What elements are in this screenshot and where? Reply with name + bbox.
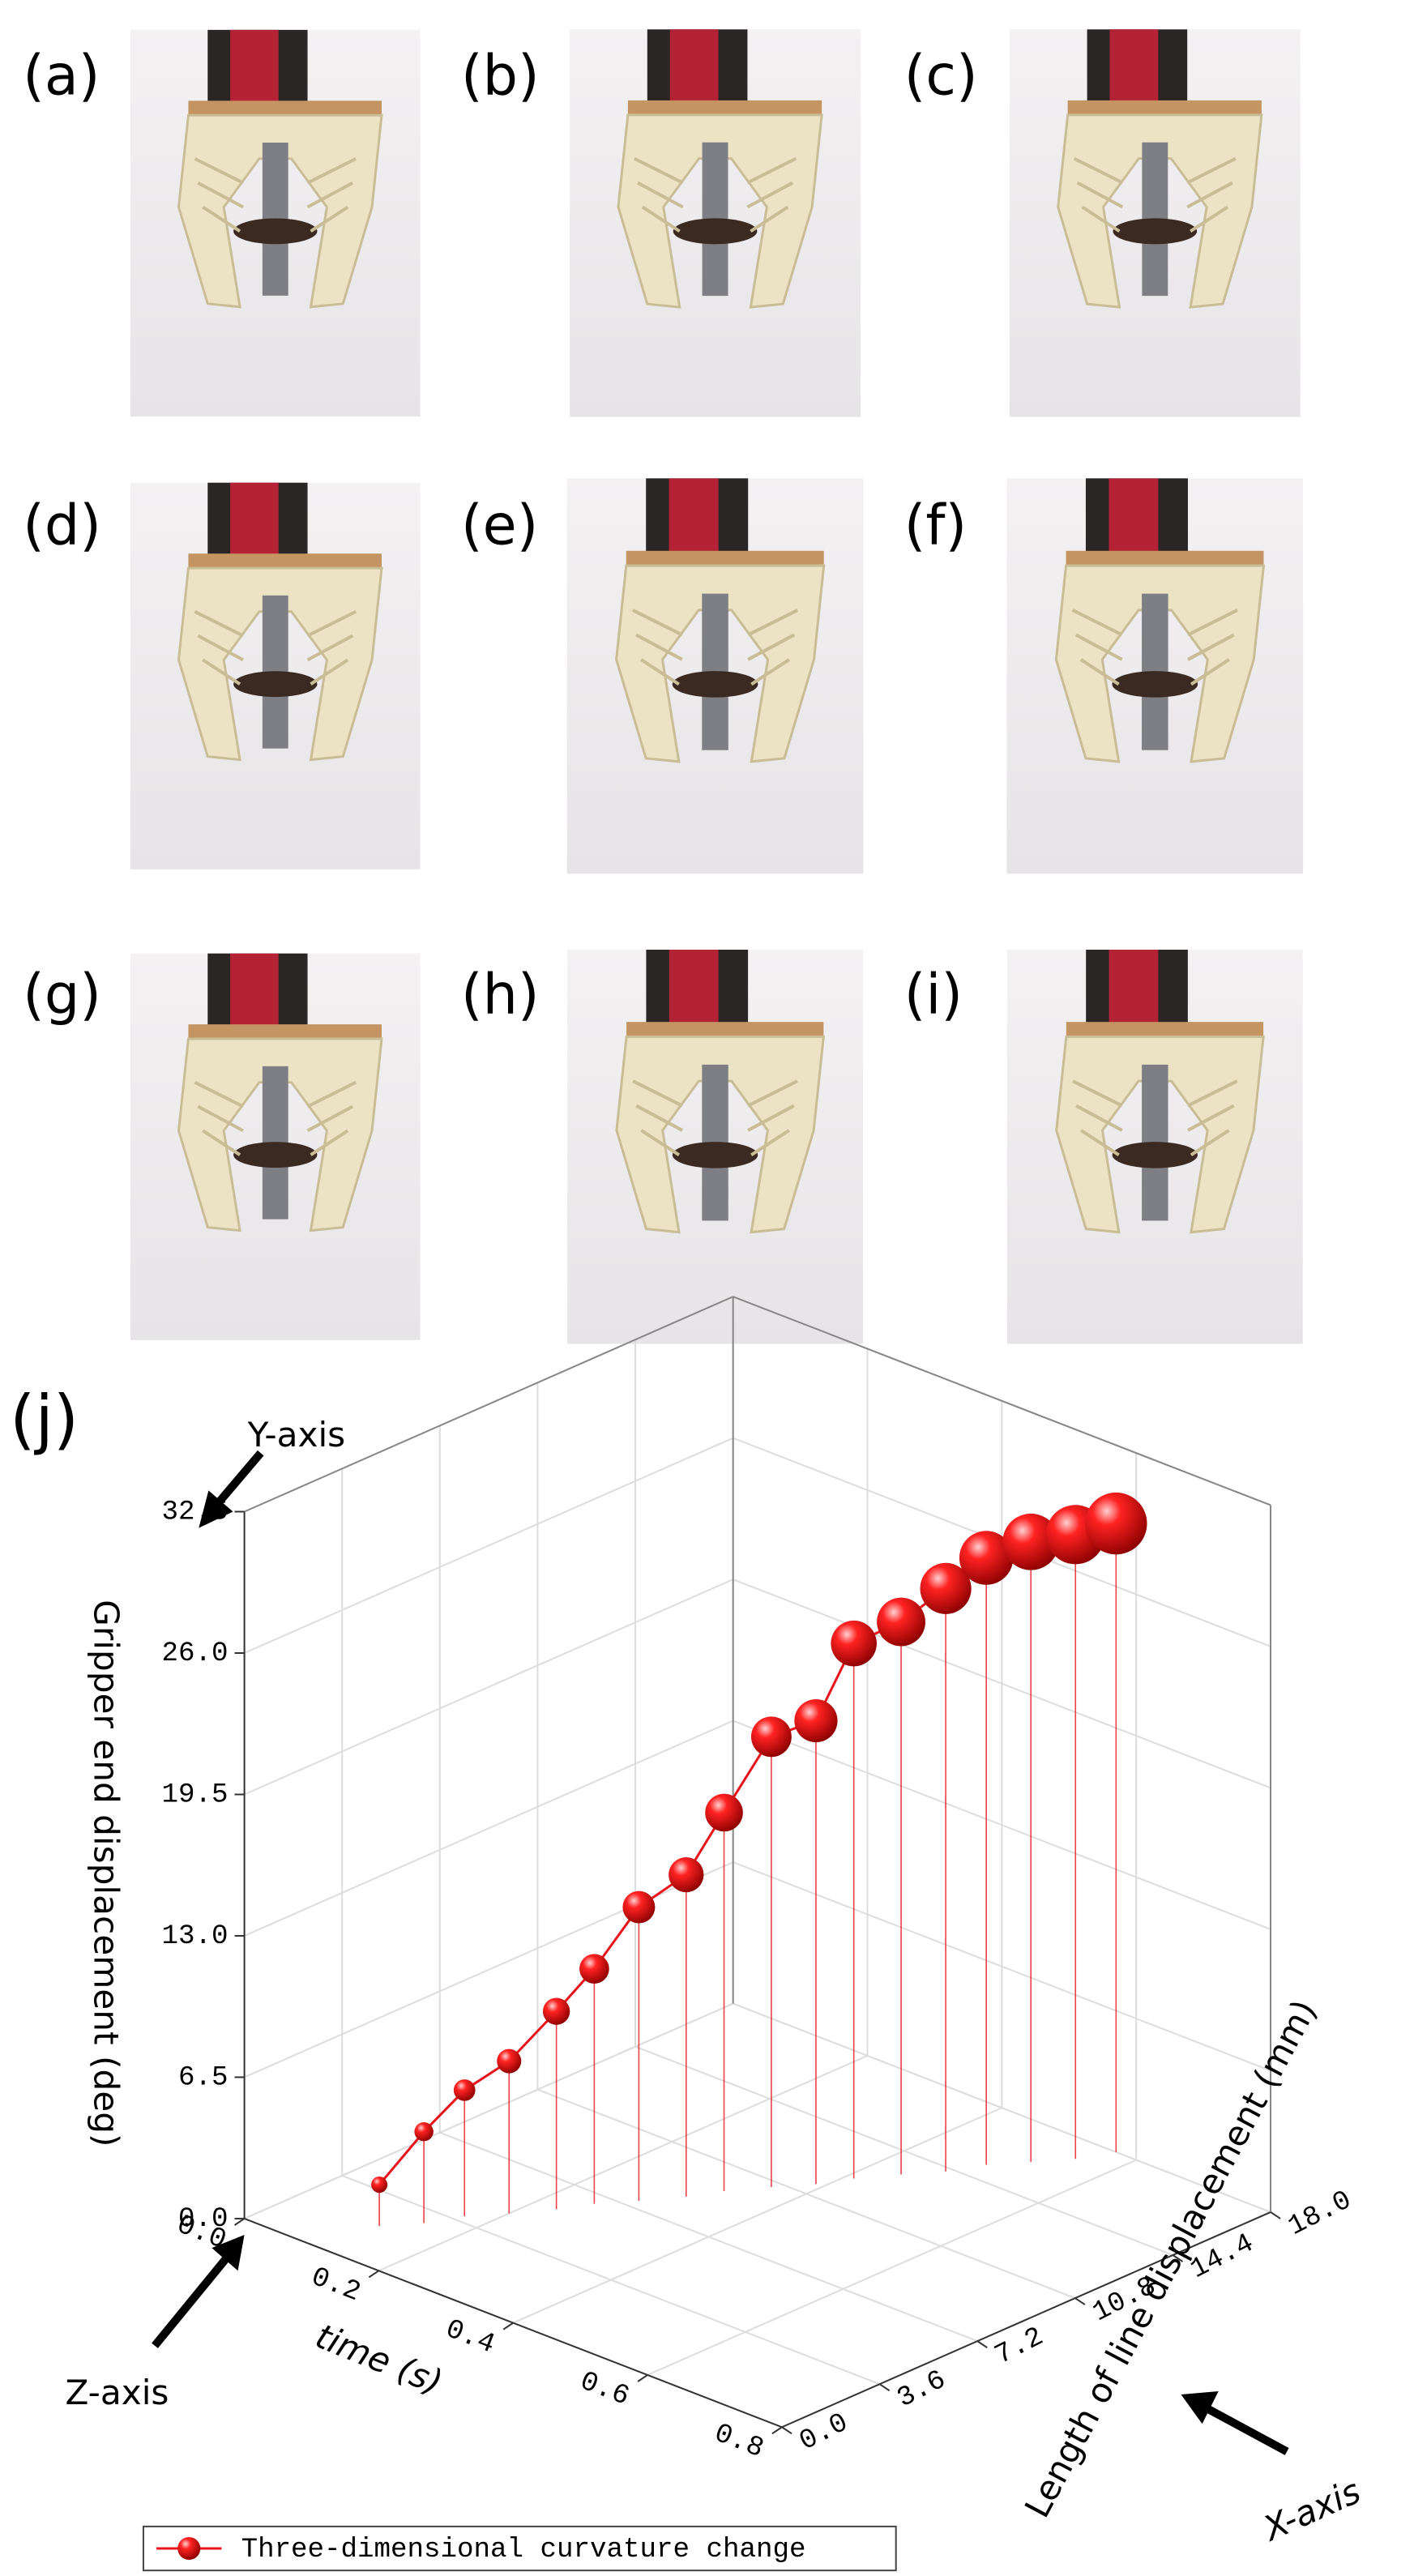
panel-label: (i) — [904, 963, 963, 1027]
photo — [1007, 950, 1303, 1344]
point — [371, 2177, 388, 2194]
point — [1002, 1513, 1060, 1570]
point — [579, 1954, 609, 1984]
panel-label: (g) — [23, 963, 101, 1027]
z-tick-label: 0.6 — [575, 2366, 633, 2413]
photo — [130, 954, 421, 1340]
axis-line — [781, 2211, 1271, 2429]
point — [1085, 1492, 1147, 1555]
point — [497, 2048, 522, 2074]
arrowhead — [211, 2235, 245, 2271]
arrowhead — [1181, 2391, 1219, 2424]
arrowhead — [199, 1490, 233, 1528]
panel-label: (e) — [461, 493, 538, 557]
annotation: Y-axis — [247, 1415, 346, 1455]
point — [750, 1716, 792, 1758]
point — [705, 1793, 743, 1832]
grid-line — [378, 2055, 868, 2272]
y-tick-label: 19.5 — [161, 1780, 228, 1811]
grid-line — [512, 2107, 1002, 2324]
photo — [1006, 478, 1303, 874]
tick-mark — [502, 2322, 514, 2330]
z-axis-title: time (s) — [310, 2316, 448, 2403]
legend-marker — [177, 2536, 201, 2561]
point — [877, 1597, 925, 1647]
grid-line — [244, 1861, 734, 2078]
point — [669, 1856, 704, 1893]
tick-mark — [1172, 2254, 1184, 2262]
arrow — [1203, 2403, 1289, 2455]
y-tick-label: 13.0 — [161, 1921, 228, 1952]
grid-line — [647, 2159, 1137, 2376]
legend-box — [142, 2525, 897, 2572]
photo — [1010, 29, 1301, 417]
panel-label: (h) — [461, 963, 540, 1027]
photos: (a) (b) (c) (d) (e) (f) (g) (h) (i) — [23, 29, 1303, 1344]
grid-line — [244, 1437, 734, 1654]
arrow — [152, 2253, 232, 2348]
point — [831, 1620, 877, 1667]
x-tick-label: 18.0 — [1284, 2185, 1356, 2243]
arrow — [211, 1450, 264, 1510]
tick-mark — [781, 2426, 792, 2435]
annotation: X-axis — [1256, 2471, 1366, 2549]
point — [414, 2121, 434, 2142]
grid-line — [244, 1719, 734, 1937]
photo — [130, 29, 421, 417]
panel-label: (b) — [461, 45, 540, 109]
legend-label: Three-dimensional curvature change — [241, 2535, 806, 2565]
panel-label: (f) — [904, 493, 967, 557]
y-axis-title: Gripper end displacement (deg) — [87, 1600, 126, 2147]
photo — [130, 483, 421, 869]
tick-mark — [976, 2340, 988, 2348]
tick-mark — [879, 2383, 891, 2392]
y-tick-label: 0.0 — [178, 2204, 229, 2235]
tick-mark — [1074, 2297, 1086, 2305]
point — [542, 1997, 570, 2025]
point — [920, 1562, 972, 1614]
grid-line — [244, 2002, 734, 2219]
z-tick-label: 0.8 — [710, 2419, 767, 2466]
x-tick-label: 3.6 — [893, 2365, 951, 2415]
tick-mark — [637, 2374, 648, 2382]
photo — [567, 478, 864, 874]
panel-label: (c) — [904, 45, 978, 109]
x-tick-label: 0.0 — [795, 2407, 853, 2458]
legend: Three-dimensional curvature change — [142, 2525, 897, 2572]
point — [959, 1531, 1014, 1585]
tick-mark — [233, 2218, 246, 2226]
tick-mark — [1270, 2211, 1281, 2219]
point — [622, 1890, 656, 1924]
point — [794, 1698, 838, 1743]
axis-arrows — [152, 1450, 1289, 2455]
point — [453, 2079, 476, 2101]
axis-line — [244, 1296, 734, 1513]
tick-mark — [368, 2270, 379, 2279]
x-tick-label: 7.2 — [990, 2322, 1049, 2372]
panel-label: (j) — [10, 1381, 79, 1457]
axis-line — [733, 1296, 1271, 1506]
y-tick-label: 26.0 — [161, 1638, 228, 1669]
panel-label: (a) — [23, 45, 100, 109]
z-tick-label: 0.4 — [442, 2314, 499, 2361]
series-line — [378, 1522, 1117, 2186]
annotation: Z-axis — [65, 2373, 169, 2412]
z-tick-label: 0.2 — [307, 2262, 365, 2309]
grid-line — [244, 1578, 734, 1796]
photo — [570, 29, 861, 417]
panel-label: (d) — [23, 493, 101, 557]
photo — [567, 950, 863, 1344]
chart-3d: 0.06.513.019.526.032.50.00.20.40.60.8 0.0… — [87, 1296, 1356, 2524]
y-tick-label: 6.5 — [178, 2062, 229, 2093]
tick-mark — [771, 2426, 783, 2435]
